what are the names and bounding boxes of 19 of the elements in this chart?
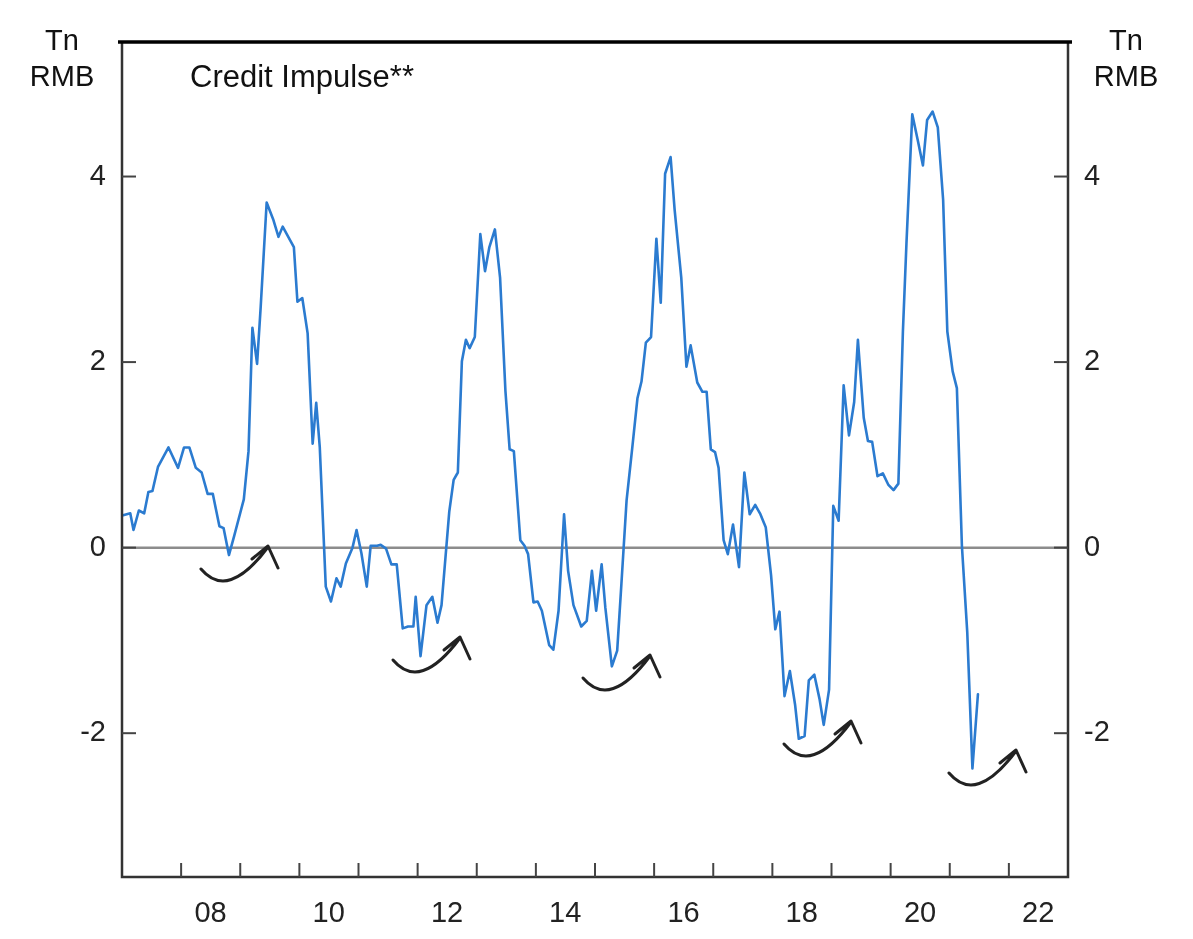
x-tick-label: 18 — [785, 896, 818, 929]
y2-tick-label: -2 — [1084, 715, 1110, 748]
y2-tick-label: 4 — [1084, 158, 1101, 191]
x-tick-label: 20 — [903, 896, 937, 929]
y-axis-title: Tn RMB — [29, 24, 95, 92]
y2-tick-label: 2 — [1084, 344, 1101, 377]
y2-tick-label: 0 — [1084, 529, 1101, 562]
y-tick-label: 2 — [89, 344, 106, 377]
x-tick-label: 22 — [1022, 896, 1055, 929]
y-tick-label: -2 — [80, 715, 106, 748]
x-tick-label: 12 — [430, 896, 464, 929]
y-tick-label: 4 — [89, 158, 106, 191]
x-tick-label: 14 — [549, 896, 582, 929]
x-tick-label: 10 — [312, 896, 345, 929]
text: Credit Impulse** — [190, 58, 414, 94]
x-tick-label: 16 — [667, 896, 700, 929]
x-tick-label: 08 — [194, 896, 227, 929]
y-tick-label: 0 — [89, 529, 106, 562]
y2-axis-title: Tn RMB — [1093, 24, 1159, 92]
